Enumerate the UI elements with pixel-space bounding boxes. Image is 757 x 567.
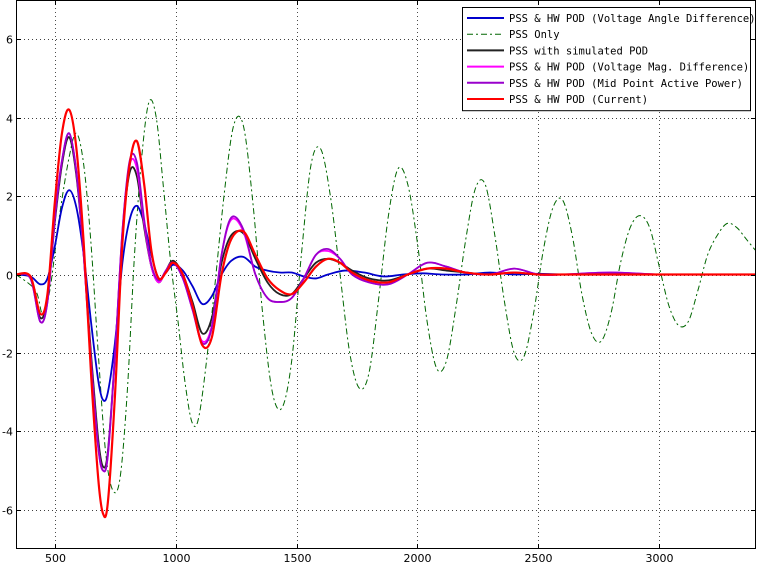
- x-tick-label: 1500: [284, 552, 312, 565]
- x-tick-label: 2000: [404, 552, 432, 565]
- legend-entry: PSS & HW POD (Mid Point Active Power): [509, 78, 743, 90]
- y-tick-label: -6: [2, 505, 13, 518]
- legend-box: [462, 7, 751, 112]
- y-tick-label: -2: [2, 348, 13, 361]
- plot-border: [16, 0, 756, 549]
- legend-entry: PSS & HW POD (Voltage Mag. Difference): [509, 62, 749, 74]
- x-tick-label: 500: [45, 552, 66, 565]
- series-layer: [16, 99, 756, 519]
- legend-entry: PSS & HW POD (Current): [509, 94, 648, 106]
- y-tick-label: 0: [6, 270, 13, 283]
- y-tick-label: 6: [6, 34, 13, 47]
- series-line-5: [16, 108, 756, 519]
- legend-entry: PSS with simulated POD: [509, 45, 648, 57]
- legend-entry: PSS Only: [509, 29, 560, 41]
- x-tick-label: 2500: [525, 552, 553, 565]
- x-tick-label: 1000: [163, 552, 191, 565]
- y-tick-label: -4: [2, 426, 13, 439]
- legend: PSS & HW POD (Voltage Angle Difference) P…: [462, 7, 756, 112]
- y-tick-label: 2: [6, 191, 13, 204]
- series-line-1: [16, 99, 756, 494]
- x-tick-label: 3000: [646, 552, 674, 565]
- y-tick-label: 4: [6, 113, 13, 126]
- legend-entry: PSS & HW POD (Voltage Angle Difference): [509, 13, 756, 25]
